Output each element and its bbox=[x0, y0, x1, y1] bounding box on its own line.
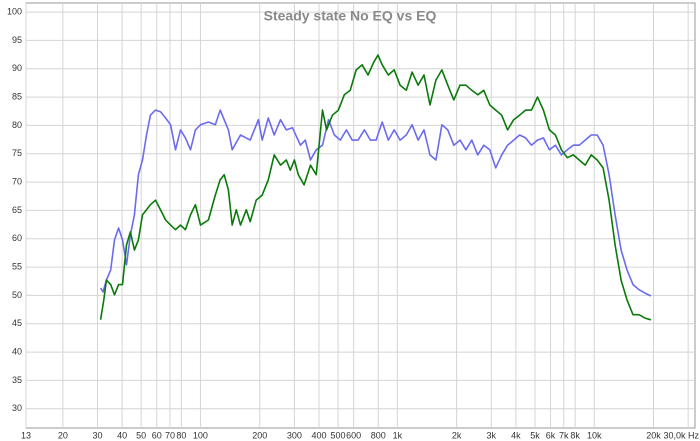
x-tick-label: 6k bbox=[546, 430, 556, 440]
x-tick-label: 400 bbox=[311, 430, 326, 440]
y-tick-label: 80 bbox=[12, 120, 22, 130]
y-tick-label: 100 bbox=[7, 6, 22, 16]
x-tick-label: 1k bbox=[393, 430, 403, 440]
y-tick-label: 95 bbox=[12, 35, 22, 45]
y-tick-label: 90 bbox=[12, 63, 22, 73]
series-line bbox=[99, 54, 652, 321]
y-tick-label: 45 bbox=[12, 318, 22, 328]
x-tick-label: 13 bbox=[21, 430, 31, 440]
y-tick-label: 35 bbox=[12, 375, 22, 385]
x-tick-label: 7k bbox=[559, 430, 569, 440]
x-tick-label: 3k bbox=[487, 430, 497, 440]
x-tick-label: 800 bbox=[371, 430, 386, 440]
x-tick-label: 70 bbox=[165, 430, 175, 440]
x-tick-label: 2k bbox=[452, 430, 462, 440]
x-tick-label: 60 bbox=[152, 430, 162, 440]
y-tick-label: 40 bbox=[12, 346, 22, 356]
x-tick-label: 10k bbox=[587, 430, 602, 440]
y-tick-label: 55 bbox=[12, 261, 22, 271]
chart-title: Steady state No EQ vs EQ bbox=[264, 8, 437, 24]
x-tick-label: 40 bbox=[117, 430, 127, 440]
x-tick-label: 100 bbox=[193, 430, 208, 440]
x-tick-label: 20k bbox=[646, 430, 661, 440]
x-tick-label: 600 bbox=[346, 430, 361, 440]
y-tick-label: 75 bbox=[12, 148, 22, 158]
plot-area bbox=[25, 2, 696, 429]
y-tick-label: 70 bbox=[12, 176, 22, 186]
x-tick-label: 30 bbox=[92, 430, 102, 440]
y-tick-label: 85 bbox=[12, 91, 22, 101]
x-tick-label: 5k bbox=[530, 430, 540, 440]
x-tick-label: 20 bbox=[58, 430, 68, 440]
x-tick-label: 30,0k Hz bbox=[663, 430, 699, 440]
x-tick-label: 8k bbox=[570, 430, 580, 440]
x-tick-label: 80 bbox=[176, 430, 186, 440]
y-tick-label: 30 bbox=[12, 403, 22, 413]
y-tick-label: 50 bbox=[12, 290, 22, 300]
x-tick-label: 200 bbox=[252, 430, 267, 440]
x-tick-label: 300 bbox=[287, 430, 302, 440]
x-tick-label: 500 bbox=[331, 430, 346, 440]
x-tick-label: 50 bbox=[136, 430, 146, 440]
y-tick-label: 60 bbox=[12, 233, 22, 243]
y-tick-label: 65 bbox=[12, 205, 22, 215]
series-line bbox=[99, 109, 652, 297]
x-tick-label: 4k bbox=[511, 430, 521, 440]
